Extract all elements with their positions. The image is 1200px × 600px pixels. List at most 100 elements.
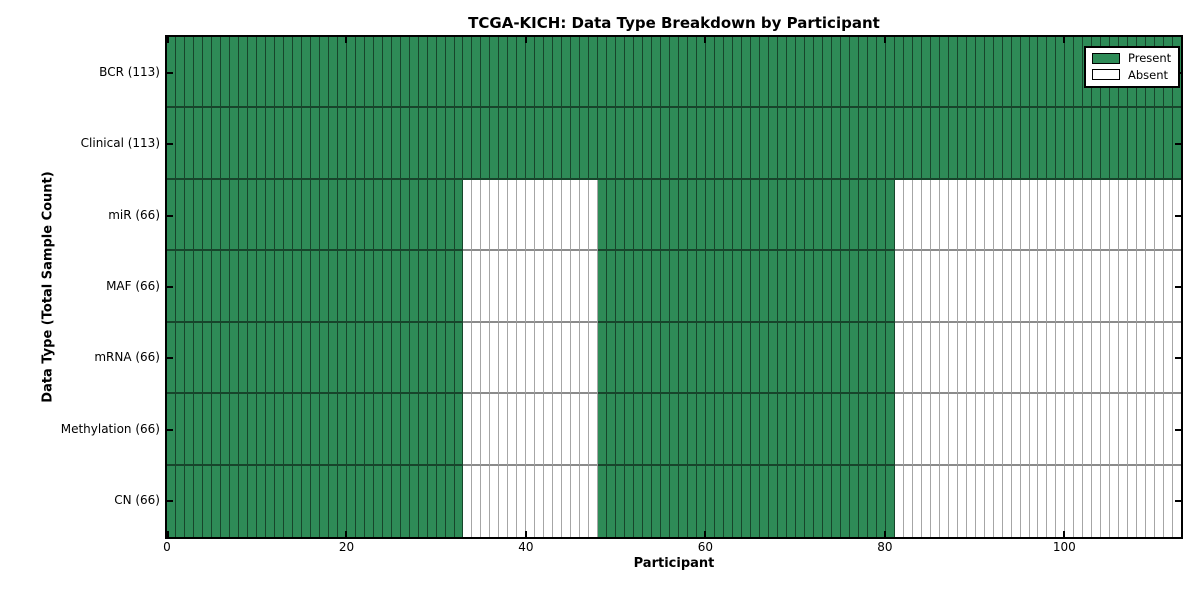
heatmap-cell: [1128, 251, 1138, 323]
heatmap-cell: [427, 465, 437, 537]
heatmap-cell: [535, 37, 545, 109]
heatmap-cell: [229, 37, 239, 109]
heatmap-cell: [768, 251, 778, 323]
heatmap-cell: [1155, 251, 1165, 323]
heatmap-row: [167, 394, 1182, 466]
heatmap-cell: [1164, 251, 1174, 323]
heatmap-cell: [1119, 251, 1129, 323]
heatmap-cell: [912, 179, 922, 252]
heatmap-cell: [706, 394, 716, 466]
heatmap-cell: [984, 322, 994, 395]
heatmap-cell: [840, 37, 850, 109]
heatmap-cell: [804, 251, 814, 323]
heatmap-cell: [1011, 108, 1021, 180]
heatmap-cell: [346, 179, 356, 252]
heatmap-cell: [436, 37, 446, 109]
heatmap-cell: [427, 322, 437, 395]
x-tick-mark: [345, 531, 348, 537]
heatmap-cell: [1164, 465, 1174, 537]
plot-area: [167, 37, 1182, 537]
heatmap-cell: [175, 179, 185, 252]
heatmap-cell: [211, 179, 221, 252]
heatmap-cell: [508, 322, 518, 395]
heatmap-cell: [1110, 179, 1120, 252]
heatmap-cell: [517, 322, 527, 395]
heatmap-cell: [1137, 179, 1147, 252]
heatmap-cell: [391, 394, 401, 466]
heatmap-cell: [643, 322, 653, 395]
heatmap-cell: [490, 322, 500, 395]
heatmap-cell: [1029, 322, 1039, 395]
heatmap-cell: [400, 108, 410, 180]
heatmap-cell: [382, 251, 392, 323]
heatmap-cell: [759, 179, 769, 252]
heatmap-cell: [993, 108, 1003, 180]
heatmap-cell: [445, 108, 455, 180]
x-tick-mark: [167, 531, 169, 537]
heatmap-cell: [391, 108, 401, 180]
heatmap-cell: [391, 322, 401, 395]
heatmap-cell: [894, 394, 904, 466]
heatmap-cell: [400, 179, 410, 252]
heatmap-cell: [688, 179, 698, 252]
heatmap-cell: [625, 465, 635, 537]
heatmap-cell: [1128, 179, 1138, 252]
heatmap-cell: [553, 37, 563, 109]
heatmap-cell: [777, 179, 787, 252]
heatmap-cell: [553, 108, 563, 180]
heatmap-cell: [562, 465, 572, 537]
heatmap-cell: [670, 108, 680, 180]
heatmap-cell: [822, 37, 832, 109]
heatmap-cell: [930, 322, 940, 395]
heatmap-cell: [499, 37, 509, 109]
heatmap-cell: [247, 37, 257, 109]
y-tick-mark: [167, 286, 173, 288]
heatmap-cell: [975, 322, 985, 395]
heatmap-cell: [391, 465, 401, 537]
heatmap-cell: [930, 251, 940, 323]
heatmap-cell: [804, 322, 814, 395]
heatmap-cell: [382, 108, 392, 180]
heatmap-cell: [786, 394, 796, 466]
x-tick-label: 40: [518, 540, 534, 554]
heatmap-cell: [427, 251, 437, 323]
heatmap-cell: [984, 251, 994, 323]
heatmap-cell: [948, 37, 958, 109]
heatmap-cell: [1074, 322, 1084, 395]
heatmap-cell: [975, 251, 985, 323]
heatmap-cell: [1137, 322, 1147, 395]
heatmap-cell: [1029, 394, 1039, 466]
heatmap-cell: [175, 465, 185, 537]
heatmap-cell: [310, 251, 320, 323]
heatmap-cell: [355, 108, 365, 180]
heatmap-cell: [292, 108, 302, 180]
heatmap-cell: [849, 251, 859, 323]
heatmap-cell: [283, 251, 293, 323]
heatmap-cell: [912, 108, 922, 180]
heatmap-cell: [301, 394, 311, 466]
x-tick-mark: [704, 37, 707, 43]
heatmap-cell: [220, 179, 230, 252]
heatmap-cell: [984, 179, 994, 252]
heatmap-cell: [1011, 179, 1021, 252]
heatmap-cell: [211, 37, 221, 109]
heatmap-cell: [858, 37, 868, 109]
heatmap-cell: [256, 465, 266, 537]
heatmap-cell: [616, 251, 626, 323]
heatmap-cell: [418, 179, 428, 252]
heatmap-cell: [1146, 251, 1156, 323]
heatmap-cell: [804, 465, 814, 537]
heatmap-cell: [346, 251, 356, 323]
heatmap-cell: [966, 394, 976, 466]
heatmap-cell: [283, 108, 293, 180]
heatmap-cell: [715, 322, 725, 395]
heatmap-cell: [795, 179, 805, 252]
heatmap-cell: [193, 322, 203, 395]
heatmap-cell: [247, 251, 257, 323]
legend-item: Present: [1092, 52, 1171, 65]
x-tick-mark: [883, 531, 886, 537]
heatmap-cell: [202, 465, 212, 537]
heatmap-cell: [1119, 465, 1129, 537]
heatmap-cell: [724, 394, 734, 466]
heatmap-cell: [876, 322, 886, 395]
